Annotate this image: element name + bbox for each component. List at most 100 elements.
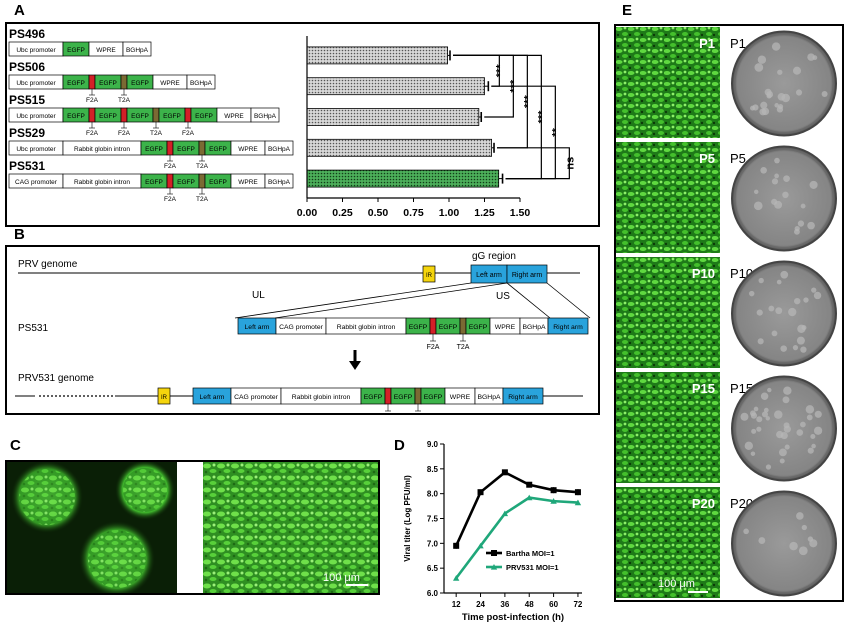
cassette-label: EGFP <box>439 324 458 331</box>
passage-label-fluor: P5 <box>699 151 715 166</box>
y-tick-label: 7.0 <box>427 539 439 548</box>
element-label: EGFP <box>177 146 195 153</box>
cassette-label: Right arm <box>553 324 583 331</box>
us-label: US <box>496 291 510 302</box>
plaque <box>761 411 769 418</box>
plaque <box>813 426 823 435</box>
plaque <box>771 178 779 185</box>
plaque <box>784 444 790 450</box>
element-label: BGHpA <box>268 179 291 186</box>
x-tick-label: 60 <box>549 600 558 609</box>
construct-diagrams: PS496 Ubc promoter EGFP WPRE BGHpA PS506 Ubc p… <box>8 27 294 203</box>
x-tick-label: 0.50 <box>368 207 389 219</box>
plaque <box>758 277 764 284</box>
plaque <box>800 346 807 353</box>
f2a-block <box>88 74 96 90</box>
plaque <box>761 107 770 116</box>
cassette-label: EGFP <box>424 394 443 401</box>
data-point <box>501 469 508 476</box>
cleavage-tag: T2A <box>412 414 425 415</box>
construct-name: PS506 <box>9 60 45 74</box>
fluorescence-image <box>616 142 720 253</box>
data-point <box>574 489 581 496</box>
ps531-label: PS531 <box>18 323 48 334</box>
fluorescence-image <box>616 372 720 483</box>
passage-row: P5 P5 <box>616 142 837 256</box>
plaque <box>760 101 768 109</box>
cleavage-tag: F2A <box>86 97 99 104</box>
plaque <box>782 396 790 404</box>
plaque <box>766 93 772 99</box>
plaque <box>756 309 763 316</box>
cleavage-tag: F2A <box>182 130 195 137</box>
plaque <box>757 338 764 345</box>
plaque <box>795 89 803 96</box>
element-block <box>250 107 280 123</box>
plaque <box>744 441 754 451</box>
data-point <box>550 498 557 504</box>
plaque <box>810 434 816 440</box>
x-tick-label: 0.25 <box>332 207 353 219</box>
f2a-block <box>166 173 174 189</box>
ir-box <box>157 387 171 405</box>
cleavage-tag: F2A <box>382 414 395 415</box>
significance-label: *** <box>494 64 506 78</box>
element-label: WPRE <box>238 146 258 153</box>
fluorescence-image <box>616 257 720 368</box>
cassette-label: Rabbit globin intron <box>292 394 351 401</box>
plaque <box>800 421 806 428</box>
plaque <box>771 330 778 337</box>
significance-bracket <box>453 54 528 149</box>
plaque <box>803 297 809 303</box>
data-point <box>574 499 582 506</box>
element-label: Rabbit globin intron <box>74 179 130 186</box>
plaque <box>774 410 783 419</box>
fluorescence-image <box>616 27 720 138</box>
element-label: EGFP <box>145 146 163 153</box>
f2a-block <box>166 140 174 156</box>
plaque <box>796 512 804 520</box>
cleavage-tag: F2A <box>427 344 440 351</box>
plaque <box>806 414 813 421</box>
passage-label-fluor: P1 <box>699 36 715 51</box>
series-line-1 <box>455 496 579 579</box>
plaque <box>783 425 791 433</box>
plaque <box>811 443 816 449</box>
bar-PS529 <box>306 138 493 157</box>
element-block <box>264 173 294 189</box>
data-point <box>526 481 533 488</box>
significance-label: *** <box>522 94 534 108</box>
plaque <box>809 539 818 548</box>
plaque <box>813 291 822 300</box>
significance-label: *** <box>536 110 548 124</box>
panel-b-label: B <box>14 226 25 243</box>
element-label: EGFP <box>131 80 149 87</box>
bar-chart: 0.00 0.25 0.50 0.75 1.00 1.25 1.50************… <box>297 36 576 219</box>
ir-box <box>422 265 436 283</box>
panel-c-images: 100 μm <box>7 462 378 593</box>
x-tick-label: 72 <box>573 600 582 609</box>
plaque <box>792 66 802 75</box>
plaque-dish <box>731 490 837 597</box>
plaque <box>780 270 789 279</box>
legend-label: Bartha MOI=1 <box>506 549 555 558</box>
cassette-label: EGFP <box>394 394 413 401</box>
f2a-block <box>429 317 437 335</box>
panel-d-chart: 6.0 6.5 7.0 7.5 8.0 8.5 9.0 12 24 36 48 60 72 Time po… <box>403 440 583 623</box>
panel-e-label: E <box>622 2 633 19</box>
significance-bracket <box>497 147 570 180</box>
plaque <box>800 203 806 209</box>
cassette-label: Rabbit globin intron <box>337 324 396 331</box>
plaque <box>798 546 808 556</box>
data-point <box>452 575 460 581</box>
series-line-0 <box>454 470 579 547</box>
element-label: EGFP <box>131 113 149 120</box>
y-tick-label: 7.5 <box>427 515 439 524</box>
significance-label: ** <box>550 127 562 136</box>
panel-a-label: A <box>14 2 25 19</box>
panel-c-label: C <box>10 437 21 454</box>
element-label: WPRE <box>238 179 258 186</box>
plaque <box>797 220 805 227</box>
plaque <box>805 405 815 414</box>
